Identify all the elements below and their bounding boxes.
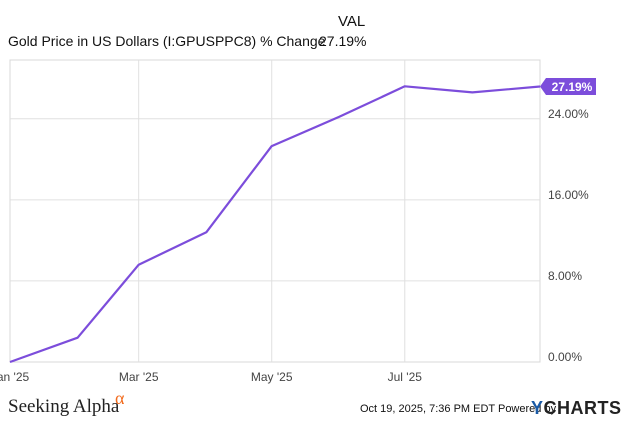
series-name-label: Gold Price in US Dollars (I:GPUSPPC8) % … (8, 33, 326, 49)
seeking-alpha-logo: Seeking Alpha (8, 396, 120, 417)
plot-frame (9, 59, 541, 363)
value-column-header: VAL (338, 13, 366, 30)
y-tick-label: 16.00% (548, 188, 589, 202)
end-value-label: 27.19% (552, 80, 593, 94)
end-value-badge (540, 77, 596, 95)
x-tick-label: Mar '25 (119, 370, 159, 384)
ycharts-logo-rest: CHARTS (543, 398, 622, 418)
x-tick-label: May '25 (251, 370, 293, 384)
timestamp-text: Oct 19, 2025, 7:36 PM EDT Powered by (360, 403, 557, 415)
alpha-logo-icon: α (115, 388, 125, 408)
series-value: 27.19% (319, 33, 367, 49)
ycharts-logo: YCHARTS (531, 398, 622, 419)
series-line (9, 85, 541, 364)
y-tick-label: 8.00% (548, 269, 582, 283)
y-tick-label: 24.00% (548, 107, 589, 121)
ycharts-logo-y: Y (531, 398, 544, 418)
y-tick-label: 0.00% (548, 350, 582, 364)
x-tick-label: Jul '25 (388, 370, 423, 384)
x-tick-label: Jan '25 (0, 370, 29, 384)
